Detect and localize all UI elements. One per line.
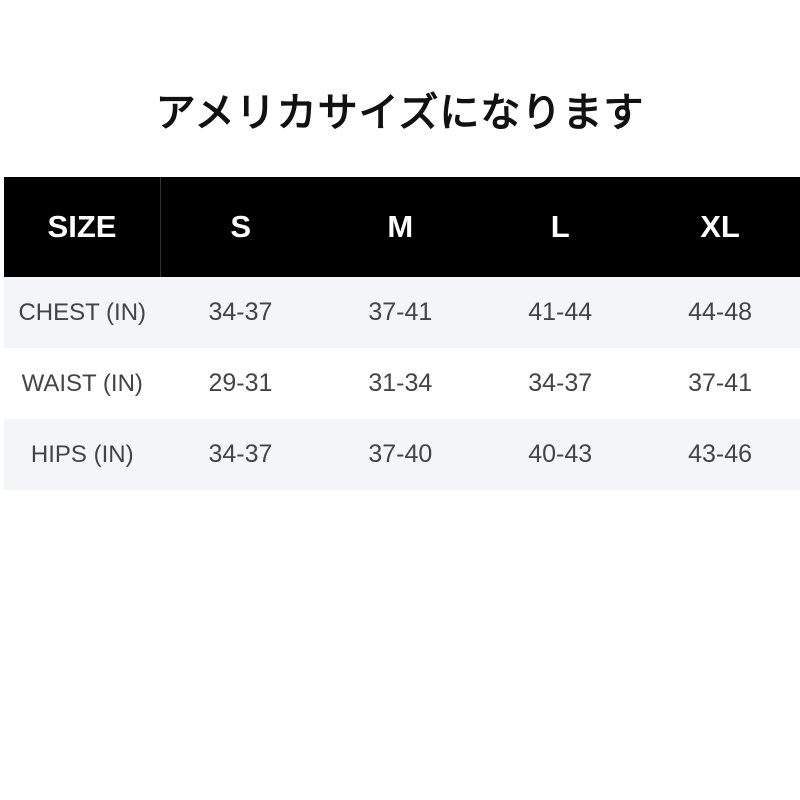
table-row-chest: CHEST (IN) 34-37 37-41 41-44 44-48 [4, 277, 800, 348]
table-cell: 34-37 [160, 277, 321, 348]
header-m: M [320, 177, 481, 277]
table-cell: 40-43 [480, 419, 641, 490]
header-l: L [480, 177, 641, 277]
size-chart-table: SIZE S M L XL CHEST (IN) 34-37 37-41 41-… [4, 177, 800, 490]
table-cell: 37-40 [320, 419, 481, 490]
row-label: WAIST (IN) [21, 369, 143, 397]
header-size: SIZE [4, 177, 161, 277]
row-label: HIPS (IN) [4, 419, 161, 490]
table-cell: 34-37 [528, 369, 593, 397]
table-cell: 41-44 [480, 277, 641, 348]
table-cell: 37-41 [688, 369, 753, 397]
row-label: CHEST (IN) [4, 277, 161, 348]
table-cell: 31-34 [368, 369, 433, 397]
table-cell: 37-41 [320, 277, 481, 348]
table-cell: 34-37 [160, 419, 321, 490]
table-cell: 44-48 [640, 277, 800, 348]
header-row: SIZE S M L XL [4, 177, 800, 277]
table-cell: 43-46 [640, 419, 800, 490]
header-s: S [160, 177, 321, 277]
table-cell: 29-31 [208, 369, 273, 397]
table-row-waist: WAIST (IN) 29-31 31-34 34-37 37-41 [4, 348, 800, 419]
table-row-hips: HIPS (IN) 34-37 37-40 40-43 43-46 [4, 419, 800, 490]
header-xl: XL [640, 177, 800, 277]
page-title: アメリカサイズになります [155, 90, 645, 136]
